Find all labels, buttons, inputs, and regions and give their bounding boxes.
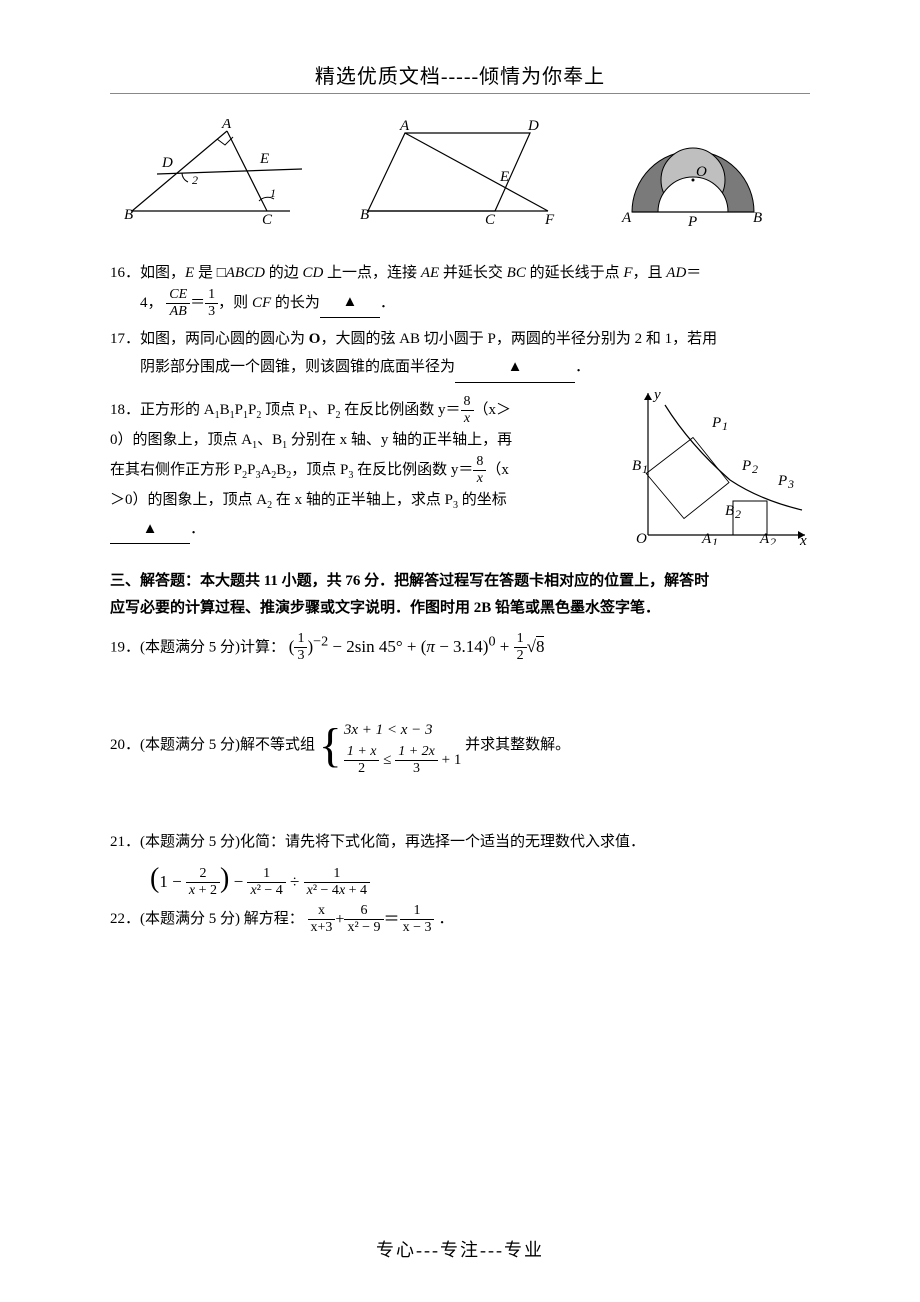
svg-text:A: A [701,531,712,545]
page-header: 精选优质文档-----倾情为你奉上 [110,60,810,94]
q21-formula: (1 − 2x + 2) − 1x² − 4 ÷ 1x² − 4x + 4 [150,863,810,899]
figure-15-triangle: A B C D E 2 1 [110,119,343,234]
q20-brace-group: { 3x + 1 < x − 3 1 + x2 ≤ 1 + 2x3 + 1 [319,715,462,776]
section-3-title: 三、解答题：本大题共 11 小题，共 76 分．把解答过程写在答题卡相对应的位置… [110,568,810,622]
svg-text:E: E [259,151,269,167]
svg-text:1: 1 [642,462,648,476]
svg-text:C: C [485,212,496,228]
svg-text:A: A [759,531,770,545]
svg-text:B: B [124,207,133,223]
svg-text:x: x [799,533,807,545]
svg-text:A: A [221,119,232,132]
figure-18-squares: O y x A1 A2 B1 B2 P1 P2 P3 [630,389,810,550]
q16-frac1: CEAB [166,288,190,319]
q20-num: 20． [110,737,140,753]
q19-num: 19． [110,640,140,656]
q21-num: 21． [110,834,140,850]
svg-text:P: P [711,415,721,431]
q19-formula: (13)−2 − 2sin 45° + (π − 3.14)0 + 12√8 [289,637,545,656]
question-19: 19．(本题满分 5 分)计算： (13)−2 − 2sin 45° + (π … [110,628,810,663]
svg-text:B: B [360,207,369,223]
question-20: 20．(本题满分 5 分)解不等式组 { 3x + 1 < x − 3 1 + … [110,715,810,776]
page-container: 精选优质文档-----倾情为你奉上 A B C D E 2 1 [0,0,920,1302]
svg-text:A: A [399,119,410,134]
figure-16-parallelogram: A B C D E F [343,119,576,234]
figures-row: A B C D E 2 1 A B C D E F [110,114,810,239]
q16-blank: ▲ [320,288,380,318]
svg-text:2: 2 [192,173,198,187]
svg-text:1: 1 [270,186,276,200]
svg-text:3: 3 [787,477,794,491]
question-16: 16．如图，E 是 □ABCD 的边 CD 上一点，连接 AE 并延长交 BC … [110,259,810,319]
svg-text:1: 1 [712,535,718,545]
question-21: 21．(本题满分 5 分)化简：请先将下式化简，再选择一个适当的无理数代入求值． [110,828,810,857]
svg-text:B: B [725,503,734,519]
figure-17-circles: O A B P [577,114,810,239]
svg-text:B: B [753,210,762,226]
svg-text:y: y [652,389,661,403]
svg-text:2: 2 [735,507,741,521]
q18-num: 18． [110,401,140,417]
question-18-wrap: O y x A1 A2 B1 B2 P1 P2 P3 18．正方形的 A1B1P… [110,389,810,551]
svg-text:D: D [527,119,539,134]
svg-text:F: F [544,212,555,228]
svg-text:D: D [161,155,173,171]
question-17: 17．如图，两同心圆的圆心为 O，大圆的弦 AB 切小圆于 P，两圆的半径分别为… [110,325,810,383]
q22-num: 22． [110,912,140,928]
page-footer: 专心---专注---专业 [0,1236,920,1262]
svg-text:C: C [262,212,273,228]
svg-text:O: O [636,531,647,545]
svg-text:B: B [632,458,641,474]
svg-text:O: O [696,164,707,180]
q16-num: 16． [110,265,140,281]
svg-text:P: P [777,473,787,489]
svg-text:2: 2 [770,535,776,545]
svg-text:2: 2 [752,462,758,476]
svg-text:P: P [687,214,697,230]
svg-text:E: E [499,169,509,185]
q16-frac2: 13 [205,288,218,319]
q17-num: 17． [110,331,140,347]
svg-text:A: A [621,210,632,226]
q18-blank: ▲ [110,515,190,545]
question-22: 22．(本题满分 5 分) 解方程： xx+3+6x² − 9＝1x − 3 ． [110,904,810,935]
svg-text:P: P [741,458,751,474]
svg-text:1: 1 [722,419,728,433]
q17-blank: ▲ [455,353,575,383]
